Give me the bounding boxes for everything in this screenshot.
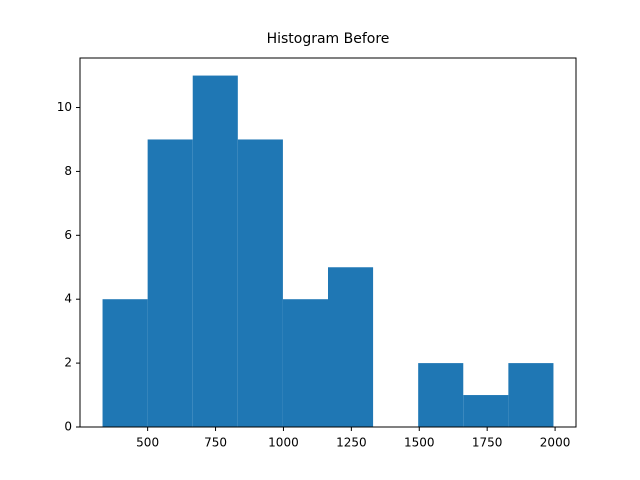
bar bbox=[282, 299, 328, 427]
y-tick-label: 0 bbox=[64, 420, 72, 434]
plot-area: 500 750 1000 1250 1500 1750 2000 0 2 4 6 8 10 bbox=[57, 57, 577, 450]
x-tick-label: 1500 bbox=[404, 436, 435, 450]
x-tick-label: 750 bbox=[204, 436, 227, 450]
bar bbox=[418, 363, 464, 427]
bar bbox=[237, 139, 283, 427]
bar bbox=[102, 299, 148, 427]
x-tick-label: 1750 bbox=[472, 436, 503, 450]
y-tick-label: 4 bbox=[64, 292, 72, 306]
x-tick-label: 500 bbox=[136, 436, 159, 450]
bar bbox=[463, 395, 509, 427]
y-tick-label: 10 bbox=[57, 100, 72, 114]
bar bbox=[328, 267, 374, 427]
axes-frame bbox=[79, 57, 577, 428]
bar bbox=[192, 75, 238, 428]
y-tick-label: 2 bbox=[64, 356, 72, 370]
x-tick-label: 2000 bbox=[540, 436, 571, 450]
x-tick-label: 1250 bbox=[336, 436, 367, 450]
x-tick-label: 1000 bbox=[268, 436, 299, 450]
y-tick-label: 8 bbox=[64, 164, 72, 178]
chart-title: Histogram Before bbox=[267, 31, 390, 47]
y-tick-label: 6 bbox=[64, 228, 72, 242]
bar bbox=[147, 139, 193, 427]
bar bbox=[508, 363, 554, 427]
